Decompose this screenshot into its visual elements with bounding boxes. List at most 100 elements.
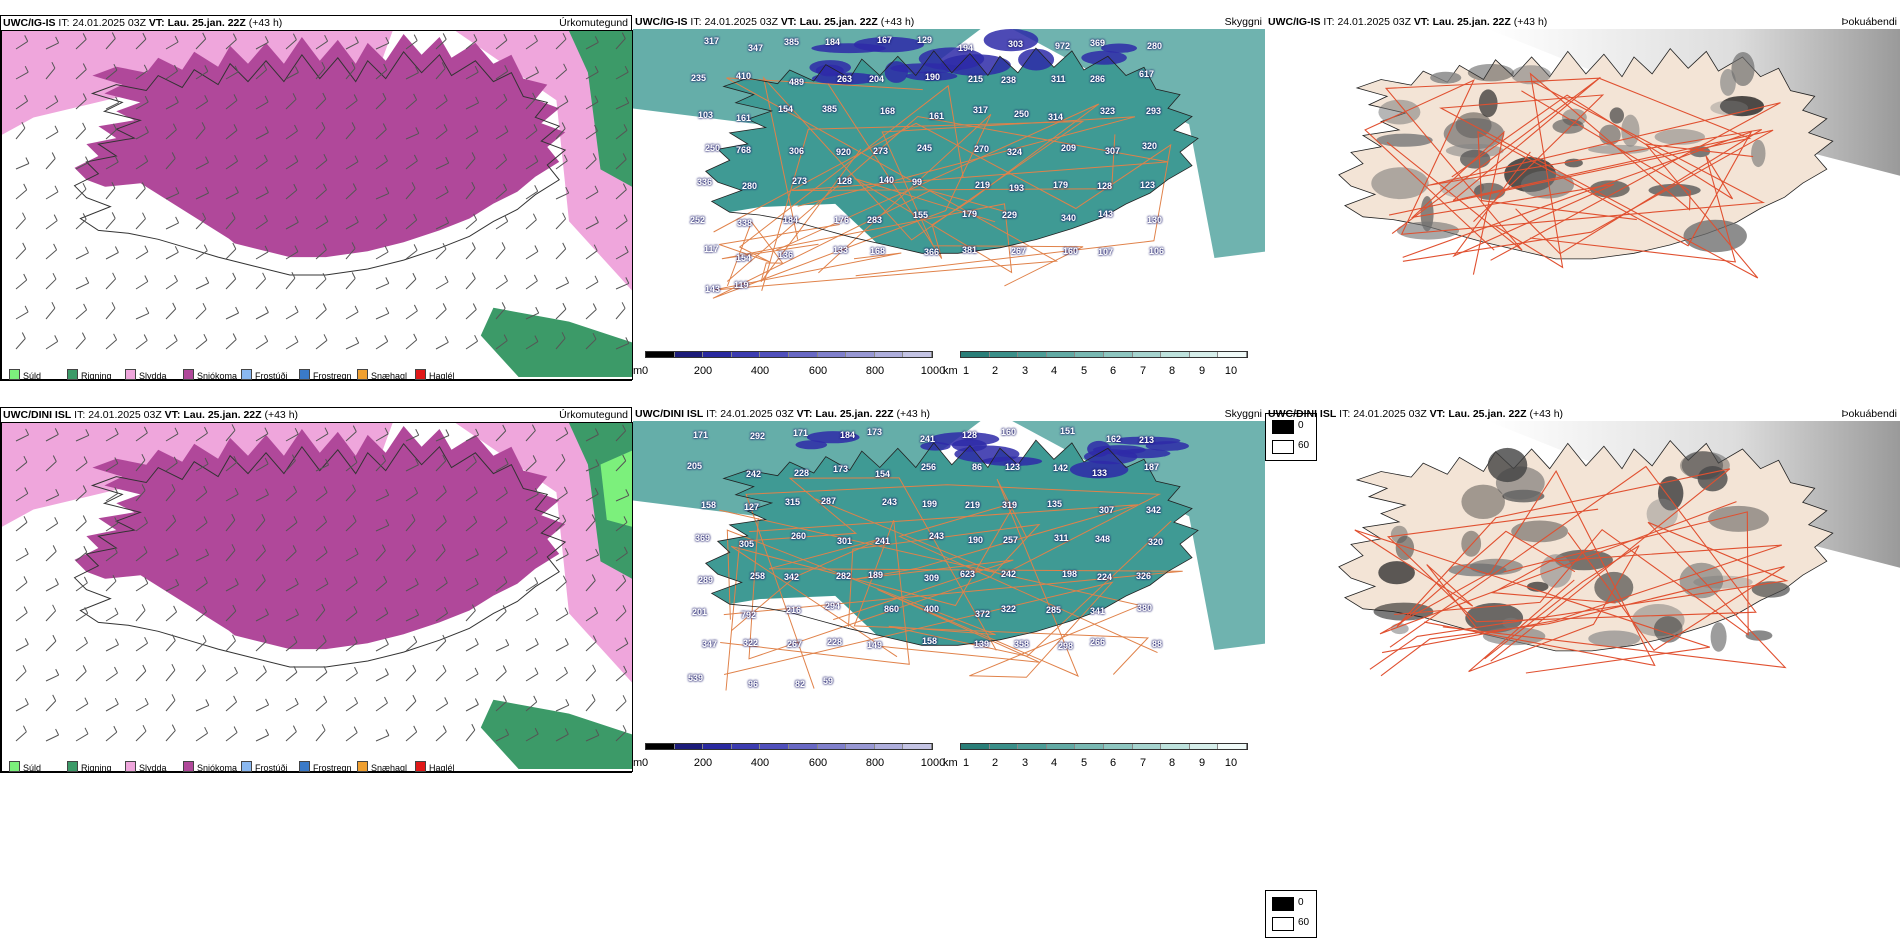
visibility-value-label: 320 bbox=[1148, 537, 1164, 547]
visibility-value-label: 315 bbox=[785, 497, 801, 507]
coastline bbox=[73, 50, 567, 276]
visibility-value-label: 154 bbox=[875, 469, 891, 479]
visibility-value-label: 792 bbox=[741, 610, 757, 620]
it-label: IT: bbox=[1323, 16, 1335, 28]
fog-map[interactable] bbox=[1266, 421, 1900, 747]
colorbar-tick: 3 bbox=[1021, 365, 1029, 377]
lead-time: (+43 h) bbox=[1513, 16, 1548, 28]
legend-swatch bbox=[9, 369, 20, 380]
it-value: 24.01.2025 03Z bbox=[720, 408, 794, 420]
vt-value: Lau. 25.jan. 22Z bbox=[167, 17, 246, 29]
fog-patch bbox=[1683, 219, 1747, 253]
legend-item: Rigning bbox=[67, 761, 112, 773]
visibility-value-label: 228 bbox=[794, 468, 810, 478]
fog-patch bbox=[1710, 100, 1749, 116]
legend-swatch bbox=[125, 369, 136, 380]
colorbar-cell bbox=[817, 352, 847, 357]
colorbar-cell bbox=[1103, 352, 1133, 357]
colorbar-cell bbox=[788, 352, 818, 357]
visibility-value-label: 168 bbox=[880, 106, 896, 116]
visibility-value-label: 263 bbox=[837, 74, 853, 84]
visibility-panel: UWC/IG-IS IT: 24.01.2025 03Z VT: Lau. 25… bbox=[633, 15, 1265, 381]
fog-indicator-panel: UWC/IG-IS IT: 24.01.2025 03Z VT: Lau. 25… bbox=[1266, 15, 1900, 381]
precip-map-svg bbox=[2, 31, 632, 377]
snow-area bbox=[74, 426, 566, 650]
visibility-value-label: 347 bbox=[748, 43, 764, 53]
colorbar-cell bbox=[1161, 352, 1190, 357]
visibility-value-label: 173 bbox=[833, 464, 849, 474]
visibility-value-label: 294 bbox=[825, 601, 841, 611]
colorbar-cell bbox=[760, 744, 789, 749]
visibility-value-label: 307 bbox=[1099, 505, 1115, 515]
visibility-value-label: 311 bbox=[1054, 533, 1069, 543]
visibility-map[interactable]: 317 347 385 184 167 129 194 303 972 369 280 235 410 4… bbox=[633, 29, 1265, 347]
fog-patch bbox=[1521, 170, 1574, 199]
legend-swatch bbox=[183, 369, 194, 380]
visibility-value-label: 358 bbox=[1014, 639, 1030, 649]
visibility-value-label: 88 bbox=[1152, 639, 1163, 649]
precip-type-panel: UWC/DINI ISL IT: 24.01.2025 03Z VT: Lau.… bbox=[0, 407, 633, 773]
colorbar-cell bbox=[788, 744, 818, 749]
fog-patch bbox=[1430, 71, 1462, 84]
precip-map[interactable] bbox=[1, 30, 633, 380]
colorbar-cell bbox=[646, 744, 675, 749]
visibility-value-label: 324 bbox=[1007, 147, 1023, 157]
colorbar-cell bbox=[846, 744, 875, 749]
visibility-value-label: 286 bbox=[1090, 74, 1106, 84]
low-cloud-blob bbox=[806, 431, 860, 444]
fog-patch bbox=[1564, 158, 1583, 168]
legend-swatch bbox=[241, 761, 252, 772]
visibility-value-label: 267 bbox=[1011, 246, 1027, 256]
legend-label: Snæhagl bbox=[371, 763, 408, 773]
road-network bbox=[712, 76, 1172, 299]
it-value: 24.01.2025 03Z bbox=[704, 16, 778, 28]
legend-swatch bbox=[415, 761, 426, 772]
visibility-value-label: 245 bbox=[917, 143, 933, 153]
vt-label: VT: bbox=[1413, 16, 1430, 28]
colorbar-strip bbox=[645, 351, 933, 358]
fog-key-light-swatch bbox=[1272, 440, 1294, 454]
colorbar-tick: 800 bbox=[865, 365, 885, 377]
fog-patch bbox=[1395, 535, 1415, 561]
visibility-value-label: 282 bbox=[836, 571, 852, 581]
visibility-value-label: 340 bbox=[1061, 213, 1077, 223]
colorbar-tick: 10 bbox=[1224, 757, 1238, 769]
vt-label: VT: bbox=[148, 17, 165, 29]
visibility-value-label: 317 bbox=[973, 105, 989, 115]
visibility-map[interactable]: 171 292 171 184 173 241 128 160 151 162 213 205 242 2… bbox=[633, 421, 1265, 739]
legend-item: Slydda bbox=[125, 369, 167, 381]
colorbar-cell bbox=[1218, 352, 1247, 357]
lead-time: (+43 h) bbox=[1529, 408, 1564, 420]
low-cloud-blob bbox=[811, 72, 879, 85]
model-name: UWC/DINI ISL bbox=[3, 409, 72, 421]
visibility-value-label: 107 bbox=[1098, 247, 1114, 257]
visibility-value-label: 184 bbox=[825, 37, 841, 47]
visibility-value-label: 257 bbox=[1003, 535, 1019, 545]
visibility-value-label: 135 bbox=[1047, 499, 1063, 509]
fog-patch bbox=[1396, 221, 1459, 240]
it-label: IT: bbox=[58, 17, 70, 29]
visibility-value-label: 155 bbox=[913, 210, 929, 220]
title-left: UWC/DINI ISL IT: 24.01.2025 03Z VT: Lau.… bbox=[635, 407, 930, 421]
colorbar-cell bbox=[1018, 352, 1047, 357]
island-visibility bbox=[705, 440, 1198, 646]
visibility-value-label: 342 bbox=[1146, 505, 1162, 515]
fog-key-light-label: 60 bbox=[1298, 917, 1310, 928]
colorbar-cell bbox=[874, 744, 904, 749]
visibility-value-label: 241 bbox=[875, 536, 891, 546]
visibility-value-label: 342 bbox=[784, 572, 800, 582]
fog-map[interactable] bbox=[1266, 29, 1900, 355]
visibility-panel: UWC/DINI ISL IT: 24.01.2025 03Z VT: Lau.… bbox=[633, 407, 1265, 773]
visibility-value-label: 267 bbox=[787, 639, 803, 649]
precip-map[interactable] bbox=[1, 422, 633, 772]
visibility-value-label: 326 bbox=[1136, 571, 1152, 581]
colorbar-cell bbox=[674, 352, 704, 357]
legend-label: Frostúði bbox=[255, 371, 288, 381]
legend-label: Frostregn bbox=[313, 371, 352, 381]
colorbar-tick: 600 bbox=[808, 757, 828, 769]
low-cloud-blob bbox=[940, 54, 1011, 76]
legend-label: Súld bbox=[23, 763, 42, 773]
visibility-value-label: 385 bbox=[822, 104, 838, 114]
visibility-value-label: 161 bbox=[929, 111, 945, 121]
legend-item: Súld bbox=[9, 369, 41, 381]
